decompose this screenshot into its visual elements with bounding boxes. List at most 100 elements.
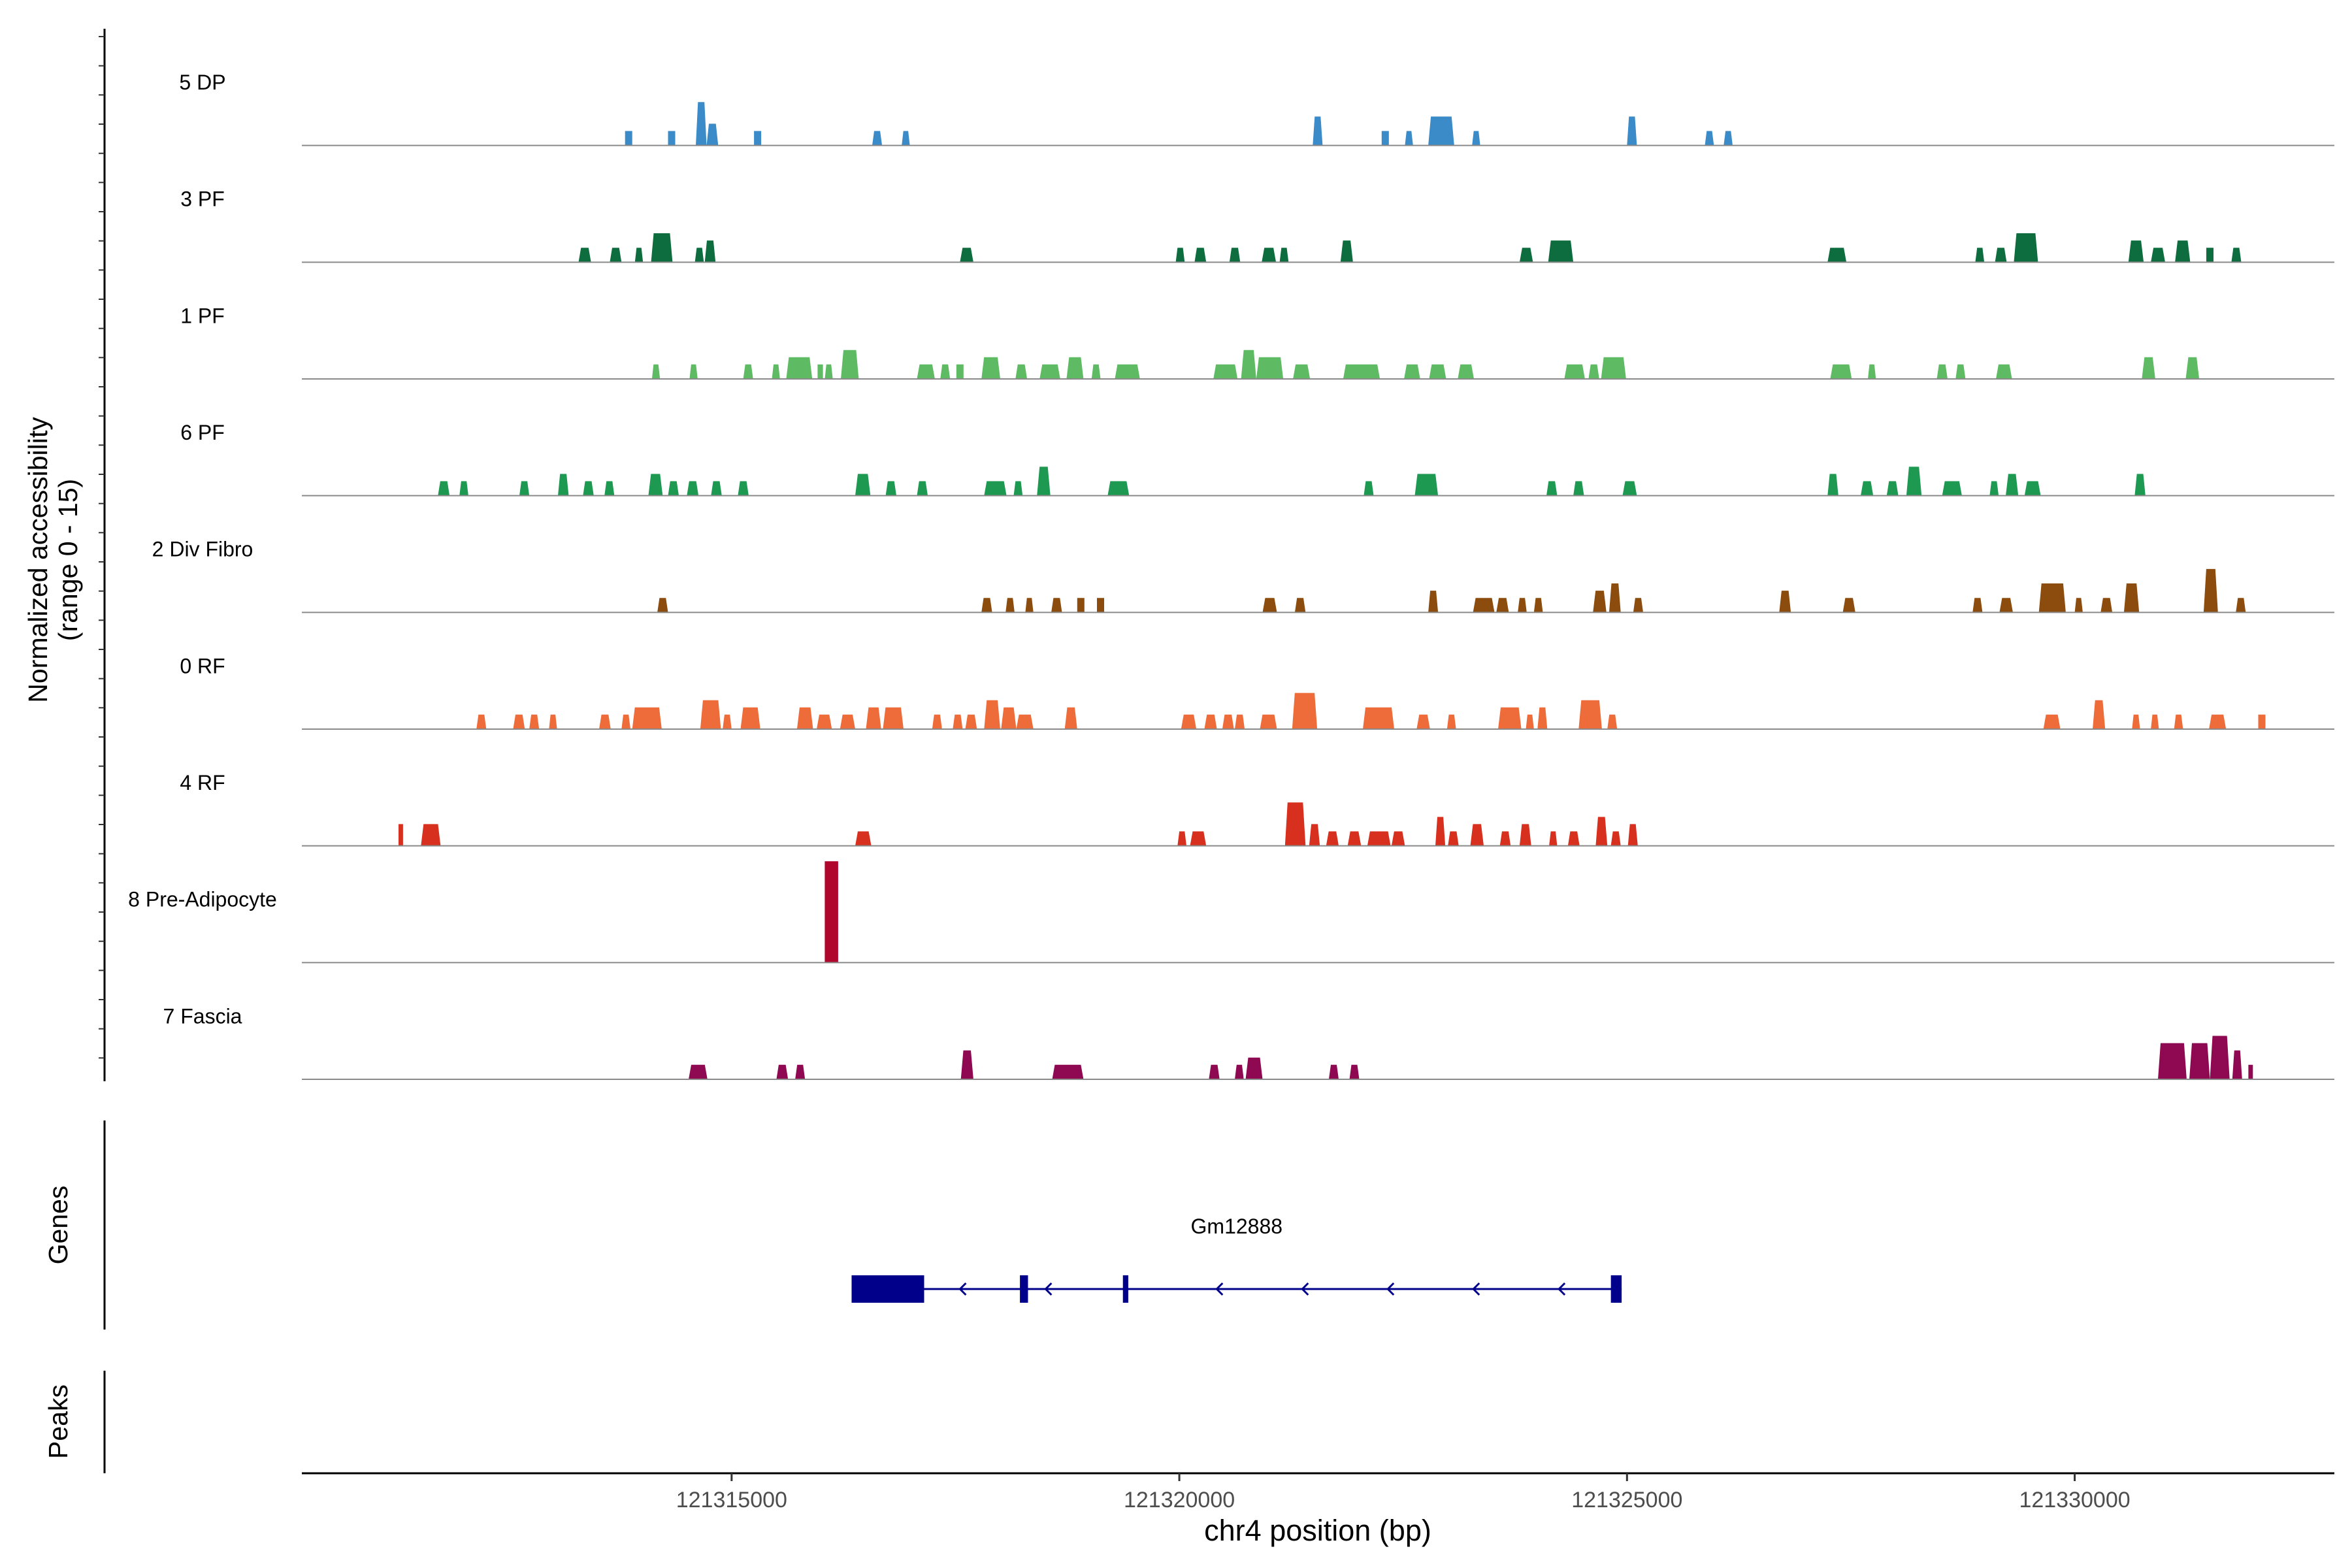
coverage-tracks: 5 DP 3 PF 1 PF 6 PF 2 Div Fibro 0 RF 4 RF 8 Pre…: [128, 71, 2334, 1080]
peak-6-pf: [519, 481, 530, 496]
peak-4-rf: [1567, 831, 1580, 846]
peak-6-pf: [1861, 481, 1874, 496]
peak-0-rf: [1578, 700, 1602, 729]
peak-6-pf: [1989, 481, 1999, 496]
peak-2-div-fibro: [1262, 598, 1277, 613]
track-label-1-pf: 1 PF: [180, 304, 225, 327]
peak-7-fascia: [1245, 1057, 1263, 1079]
peak-0-rf: [2132, 714, 2140, 729]
peak-3-pf: [2206, 248, 2213, 263]
peak-6-pf: [1013, 481, 1023, 496]
peak-0-rf: [1363, 707, 1394, 729]
peak-7-fascia: [1235, 1064, 1244, 1079]
peak-3-pf: [1279, 248, 1289, 263]
peak-0-rf: [1235, 714, 1245, 729]
peak-3-pf: [1340, 240, 1353, 263]
peak-7-fascia: [1349, 1064, 1360, 1079]
x-axis-ticks: 121315000 121320000 121325000 121330000: [676, 1473, 2131, 1512]
peak-4-rf: [1499, 831, 1511, 846]
peak-7-fascia: [2232, 1050, 2242, 1079]
peak-1-pf: [817, 364, 823, 379]
peak-6-pf: [1942, 481, 1962, 496]
peak-2-div-fibro: [1097, 598, 1104, 613]
peak-6-pf: [885, 481, 896, 496]
peak-0-rf: [599, 714, 611, 729]
peak-2-div-fibro: [1633, 598, 1643, 613]
peak-2-div-fibro: [1051, 598, 1062, 613]
peak-2-div-fibro: [2074, 598, 2083, 613]
peak-6-pf: [2134, 474, 2146, 496]
peak-1-pf: [743, 364, 753, 379]
peak-1-pf: [1066, 357, 1084, 379]
peak-2-div-fibro: [2100, 598, 2113, 613]
y-axis-ticks: [99, 36, 105, 1059]
peak-3-pf: [1229, 248, 1241, 263]
peak-0-rf: [632, 707, 662, 729]
track-label-8-pre-adipocyte: 8 Pre-Adipocyte: [128, 888, 277, 911]
peak-0-rf: [1446, 714, 1456, 729]
peak-1-pf: [1241, 350, 1256, 379]
track-3-pf: 3 PF: [180, 188, 2334, 263]
peak-1-pf: [1404, 364, 1420, 379]
track-1-pf: 1 PF: [180, 304, 2334, 380]
peak-1-pf: [1830, 364, 1852, 379]
peak-2-div-fibro: [2203, 568, 2218, 613]
peak-5-dp: [1313, 116, 1323, 146]
peak-6-pf: [1906, 466, 1922, 496]
peak-3-pf: [704, 240, 716, 263]
peak-3-pf: [634, 248, 644, 263]
peak-1-pf: [981, 357, 1000, 379]
peak-2-div-fibro: [2236, 598, 2246, 613]
gene-exon: [1122, 1275, 1128, 1303]
peak-3-pf: [1194, 248, 1207, 263]
peak-1-pf: [1458, 364, 1474, 379]
peak-0-rf: [965, 714, 977, 729]
peak-7-fascia: [1209, 1064, 1220, 1079]
peak-5-dp: [696, 102, 707, 146]
peak-3-pf: [2231, 248, 2242, 263]
peak-3-pf: [2014, 233, 2038, 263]
peak-1-pf: [1256, 357, 1284, 379]
peak-5-dp: [1472, 131, 1480, 146]
peak-0-rf: [2043, 714, 2061, 729]
peak-4-rf: [1549, 831, 1558, 846]
peak-2-div-fibro: [1077, 598, 1085, 613]
peak-1-pf: [1343, 364, 1380, 379]
peak-6-pf: [917, 481, 928, 496]
peak-2-div-fibro: [1005, 598, 1015, 613]
peak-3-pf: [1262, 248, 1277, 263]
peak-7-fascia: [795, 1064, 806, 1079]
peak-2-div-fibro: [1518, 598, 1527, 613]
peak-0-rf: [840, 714, 855, 729]
peak-5-dp: [1705, 131, 1714, 146]
peak-4-rf: [1519, 824, 1531, 846]
strand-arrow: [1044, 1282, 1053, 1296]
peak-6-pf: [711, 481, 722, 496]
peak-1-pf: [1293, 364, 1311, 379]
track-label-5-dp: 5 DP: [179, 71, 225, 94]
peak-3-pf: [610, 248, 622, 263]
peak-4-rf: [1309, 824, 1320, 846]
peak-7-fascia: [2248, 1064, 2253, 1079]
peak-1-pf: [1115, 364, 1140, 379]
peak-5-dp: [754, 131, 762, 146]
peak-2-div-fibro: [1533, 598, 1543, 613]
peak-2-div-fibro: [1294, 598, 1306, 613]
peak-3-pf: [1175, 248, 1185, 263]
peak-1-pf: [2142, 357, 2155, 379]
peak-6-pf: [2024, 481, 2041, 496]
track-label-3-pf: 3 PF: [180, 188, 225, 211]
track-label-2-div-fibro: 2 Div Fibro: [152, 538, 253, 561]
peak-4-rf: [1177, 831, 1186, 846]
y-axis-title-line2: (range 0 - 15): [53, 479, 83, 641]
peak-6-pf: [1573, 481, 1584, 496]
peak-3-pf: [1995, 248, 2007, 263]
peak-1-pf: [1564, 364, 1585, 379]
peak-8-pre-adipocyte: [825, 861, 838, 963]
y-axis-title-line1: Normalized accessibility: [23, 417, 53, 703]
peak-3-pf: [2128, 240, 2144, 263]
track-8-pre-adipocyte: 8 Pre-Adipocyte: [128, 861, 2334, 964]
gene-exon: [851, 1275, 924, 1303]
peak-3-pf: [1827, 248, 1847, 263]
peak-0-rf: [2151, 714, 2159, 729]
